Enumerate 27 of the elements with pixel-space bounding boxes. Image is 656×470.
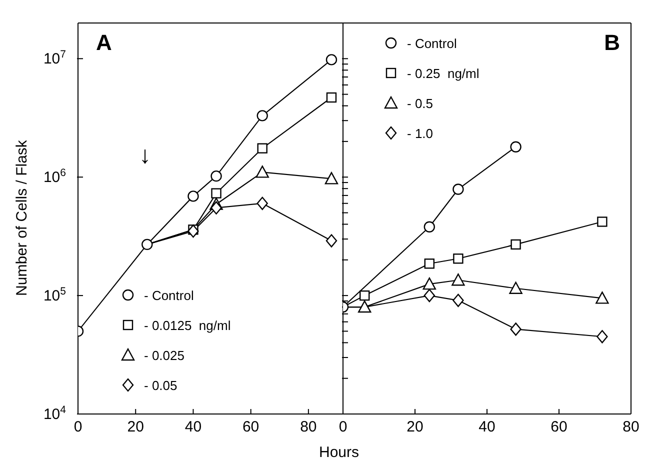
legend-label: - 0.5 — [407, 96, 434, 110]
x-tick-label: 20 — [127, 418, 144, 436]
x-axis-title: Hours — [319, 444, 360, 461]
legend-label: - 1.0 — [407, 126, 434, 140]
x-tick-label: 20 — [406, 418, 424, 436]
chart-title: A — [96, 30, 112, 56]
x-tick-label: 0 — [338, 418, 348, 436]
x-tick-label: 80 — [300, 418, 317, 436]
legend-label: - 0.05 — [144, 378, 178, 392]
legend-label: - Control — [407, 36, 457, 50]
x-tick-label: 60 — [550, 418, 568, 436]
legend-label: - 0.025 — [144, 348, 184, 362]
legend-label: - Control — [144, 288, 194, 302]
arrow-icon: ↓ — [139, 144, 151, 168]
y-tick-label: 10$^{6}$ — [43, 167, 66, 186]
x-tick-label: 40 — [184, 418, 202, 436]
y-tick-label: 10$^{4}$ — [43, 404, 66, 423]
x-tick-label: 0 — [74, 418, 82, 436]
y-tick-label: 10$^{5}$ — [43, 286, 66, 305]
x-tick-label: 80 — [622, 418, 640, 436]
y-tick-label: 10$^{7}$ — [43, 48, 66, 68]
y-axis-title: Number of Cells / Flask — [14, 140, 30, 296]
x-tick-label: 40 — [478, 418, 496, 436]
chart-title: B — [604, 30, 620, 56]
x-tick-label: 60 — [242, 418, 260, 436]
legend-label: - 0.25 ng/ml — [407, 66, 480, 80]
legend-label: - 0.0125 ng/ml — [144, 318, 231, 332]
